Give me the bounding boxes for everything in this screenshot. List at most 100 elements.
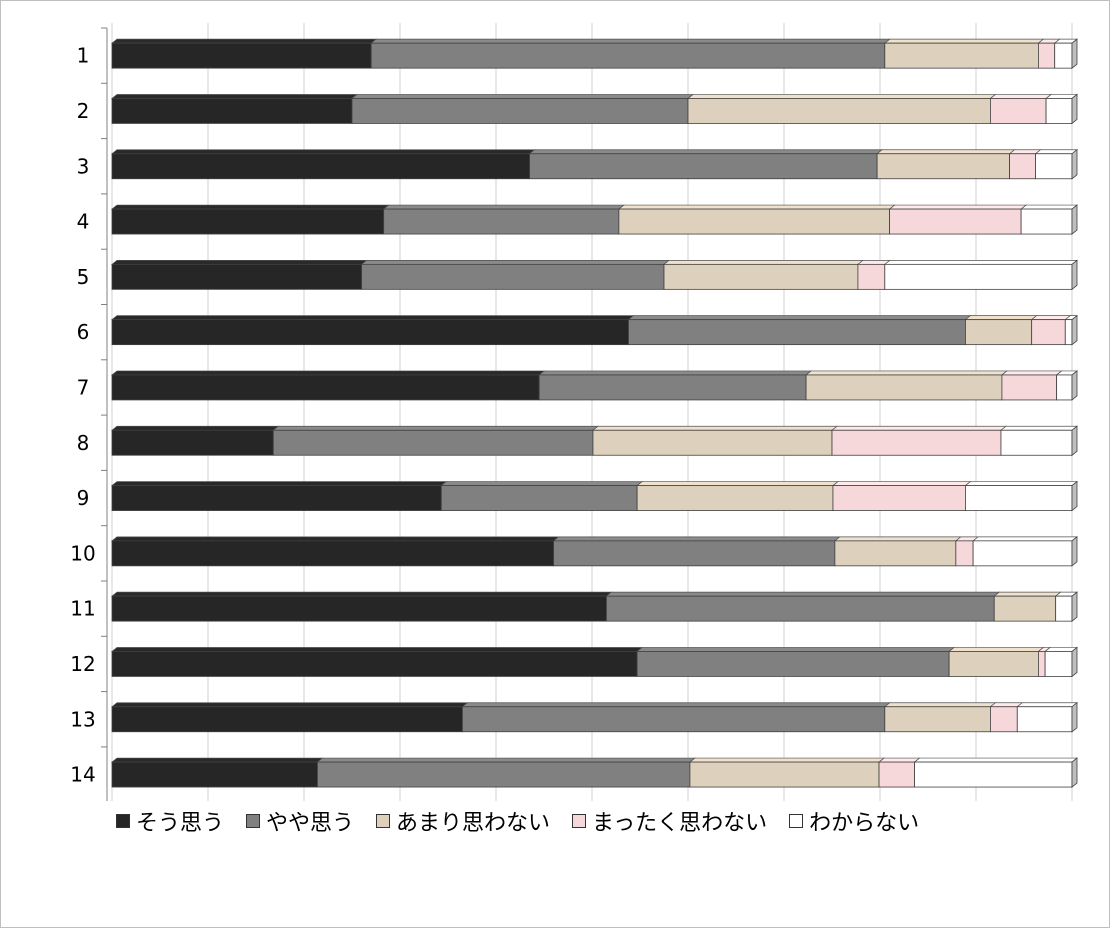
category-label-8: 9 [77, 486, 90, 510]
bar-top-9-4 [972, 536, 1078, 542]
legend-label-4: わからない [809, 811, 920, 836]
bar-segment-12-3 [990, 706, 1018, 733]
bar-segment-3-2 [618, 208, 891, 235]
gridlines [111, 23, 1073, 801]
bar-segment-13-3 [878, 761, 915, 788]
legend-swatch-1 [246, 814, 261, 828]
bar-top-7-2 [591, 425, 838, 431]
bar-top-12-0 [111, 702, 469, 708]
bar-top-8-1 [440, 481, 644, 486]
bar-segment-11-2 [948, 651, 1039, 677]
bar-segment-6-2 [805, 374, 1003, 401]
bar-segment-7-2 [592, 429, 833, 456]
bar-segment-2-1 [529, 153, 878, 180]
category-labels: 123456789101112131415 [70, 44, 95, 787]
bar-segment-7-0 [111, 429, 274, 456]
bar-side-4 [1071, 259, 1078, 291]
bar-top-7-0 [111, 425, 280, 431]
bar-top-9-0 [111, 536, 560, 542]
bar-top-6-3 [1000, 370, 1063, 376]
bar-segment-8-3 [832, 485, 966, 511]
legend-item-4: わからない [789, 805, 919, 837]
bar-segment-0-4 [1054, 42, 1073, 69]
bar-top-7-3 [831, 425, 1007, 431]
bar-segment-8-1 [440, 485, 638, 511]
bar-segment-4-0 [111, 263, 363, 290]
bar-side-3 [1071, 204, 1078, 235]
bar-top-3-1 [382, 204, 625, 210]
bar-segment-13-0 [111, 761, 318, 788]
bar-top-12-1 [461, 702, 891, 708]
bar-top-3-3 [888, 204, 1028, 210]
bar-top-8-3 [831, 481, 972, 486]
bar-top-2-4 [1034, 149, 1078, 155]
axes [101, 27, 108, 801]
legend-label-0: そう思う [136, 811, 225, 836]
bar-segment-4-4 [884, 263, 1073, 290]
bar-segment-9-1 [553, 540, 836, 567]
bar-segment-8-4 [965, 485, 1073, 511]
bar-segment-11-1 [636, 651, 950, 677]
bar-top-13-4 [913, 757, 1078, 763]
bar-segment-9-3 [955, 540, 974, 567]
legend-item-0: そう思う [116, 805, 224, 837]
bar-segment-1-1 [351, 98, 689, 124]
bar-segment-6-3 [1001, 374, 1058, 401]
bar-segment-10-4 [1055, 595, 1073, 622]
bar-side-10 [1071, 591, 1078, 622]
bar-top-10-2 [993, 591, 1062, 597]
bar-top-13-2 [688, 757, 886, 763]
bar-segment-10-2 [993, 595, 1057, 622]
bar-top-3-0 [111, 204, 390, 210]
category-label-12: 13 [70, 707, 95, 731]
bar-segment-3-1 [383, 208, 620, 235]
bar-segment-12-0 [111, 706, 463, 733]
bar-segment-5-2 [965, 319, 1033, 346]
bar-top-7-1 [272, 425, 599, 431]
bar-segment-7-4 [1000, 429, 1073, 456]
bar-top-1-2 [687, 94, 997, 99]
bar-top-5-2 [964, 315, 1038, 320]
bar-segment-1-4 [1045, 98, 1073, 124]
bar-top-11-0 [111, 647, 644, 652]
bar-side-0 [1071, 38, 1078, 69]
bar-top-2-2 [876, 149, 1016, 155]
bar-top-10-1 [605, 591, 1001, 597]
bar-segment-5-4 [1064, 319, 1073, 346]
bar-segment-9-0 [111, 540, 555, 567]
category-label-3: 4 [77, 210, 90, 234]
bar-side-13 [1071, 757, 1078, 788]
category-label-0: 1 [77, 44, 90, 68]
bar-segment-11-4 [1044, 651, 1073, 677]
bar-top-7-4 [999, 425, 1078, 431]
category-label-2: 3 [77, 154, 90, 178]
bar-segment-10-1 [606, 595, 995, 622]
bar-segment-6-1 [538, 374, 807, 401]
bar-segment-2-4 [1035, 153, 1073, 180]
category-label-10: 11 [70, 597, 95, 621]
bar-top-1-3 [989, 94, 1053, 99]
bar-segment-2-0 [111, 153, 531, 180]
bar-segment-9-2 [834, 540, 957, 567]
bar-segment-1-3 [990, 98, 1047, 124]
bar-top-10-0 [111, 591, 613, 597]
bar-segment-3-3 [889, 208, 1022, 235]
bar-segment-0-1 [370, 42, 886, 69]
bar-side-5 [1071, 314, 1078, 346]
bar-segment-12-4 [1016, 706, 1073, 733]
stacked-bar-chart: 123456789101112131415 0%10%20%30%40%50%6… [70, 23, 1078, 801]
bar-top-12-4 [1016, 702, 1078, 708]
bar-top-4-0 [111, 260, 368, 265]
bar-segment-5-1 [628, 319, 966, 346]
bar-side-11 [1071, 646, 1078, 678]
bar-top-4-2 [663, 260, 864, 265]
bar-top-3-2 [617, 204, 896, 210]
bar-top-12-2 [883, 702, 997, 708]
category-label-11: 12 [70, 652, 95, 676]
bar-side-6 [1071, 370, 1078, 401]
bar-segment-1-0 [111, 98, 353, 124]
bar-top-13-1 [316, 757, 696, 763]
bar-top-13-0 [111, 757, 324, 763]
bar-top-6-2 [805, 370, 1008, 376]
